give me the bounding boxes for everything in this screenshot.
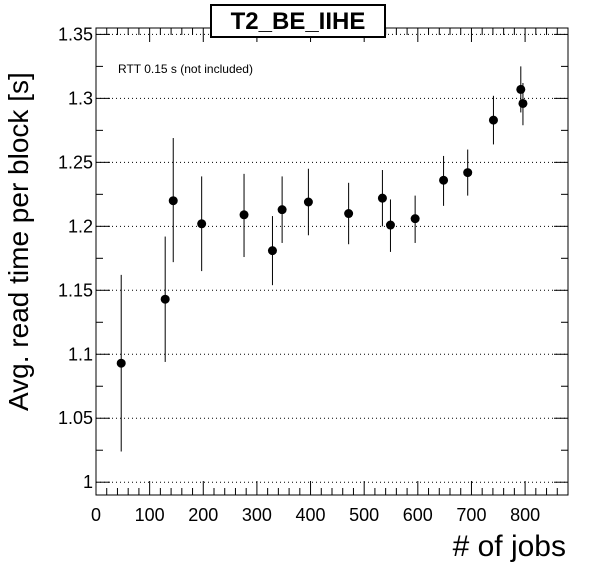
data-point-12 — [439, 175, 449, 185]
y-tick-label-4: 1.2 — [68, 216, 93, 236]
title-box-frame — [210, 4, 386, 38]
title-box: T2_BE_IIHE — [210, 4, 386, 38]
y-axis-label: Avg. read time per block [s] — [3, 72, 34, 411]
y-tick-label-7: 1.35 — [58, 24, 93, 44]
data-point-1 — [160, 294, 170, 304]
y-tick-label-2: 1.1 — [68, 344, 93, 364]
data-point-9 — [377, 193, 387, 203]
x-tick-label-8: 800 — [510, 505, 540, 525]
x-tick-label-7: 700 — [456, 505, 486, 525]
data-point-7 — [303, 197, 313, 207]
y-tick-label-6: 1.3 — [68, 88, 93, 108]
y-tick-label-5: 1.25 — [58, 152, 93, 172]
x-tick-label-4: 400 — [296, 505, 326, 525]
chart-annotation: RTT 0.15 s (not included) — [118, 62, 253, 76]
data-point-2 — [168, 196, 178, 206]
x-tick-label-1: 100 — [135, 505, 165, 525]
ticks-layer — [95, 28, 568, 495]
x-tick-label-6: 600 — [403, 505, 433, 525]
y-tick-label-3: 1.15 — [58, 280, 93, 300]
data-point-15 — [516, 84, 526, 94]
data-point-0 — [116, 358, 126, 368]
data-point-5 — [267, 246, 277, 256]
data-point-14 — [488, 115, 498, 125]
data-point-16 — [518, 98, 528, 108]
data-point-4 — [239, 210, 249, 220]
y-tick-label-0: 1 — [83, 472, 93, 492]
data-point-13 — [463, 168, 473, 178]
data-point-3 — [197, 219, 207, 229]
x-tick-label-2: 200 — [188, 505, 218, 525]
data-point-11 — [410, 214, 420, 224]
x-tick-label-5: 500 — [349, 505, 379, 525]
data-point-6 — [277, 205, 287, 215]
data-point-8 — [344, 209, 354, 219]
points-layer — [116, 84, 528, 368]
y-tick-label-1: 1.05 — [58, 408, 93, 428]
x-axis-label: # of jobs — [453, 530, 566, 563]
x-tick-label-0: 0 — [91, 505, 101, 525]
labels-layer: 1 1.05 1.1 1.15 1.2 1.25 1.3 1.35 0 100 200 300 400 5… — [58, 24, 540, 525]
data-point-10 — [385, 220, 395, 230]
x-tick-label-3: 300 — [242, 505, 272, 525]
chart-title: T2_BE_IIHE — [231, 8, 366, 35]
